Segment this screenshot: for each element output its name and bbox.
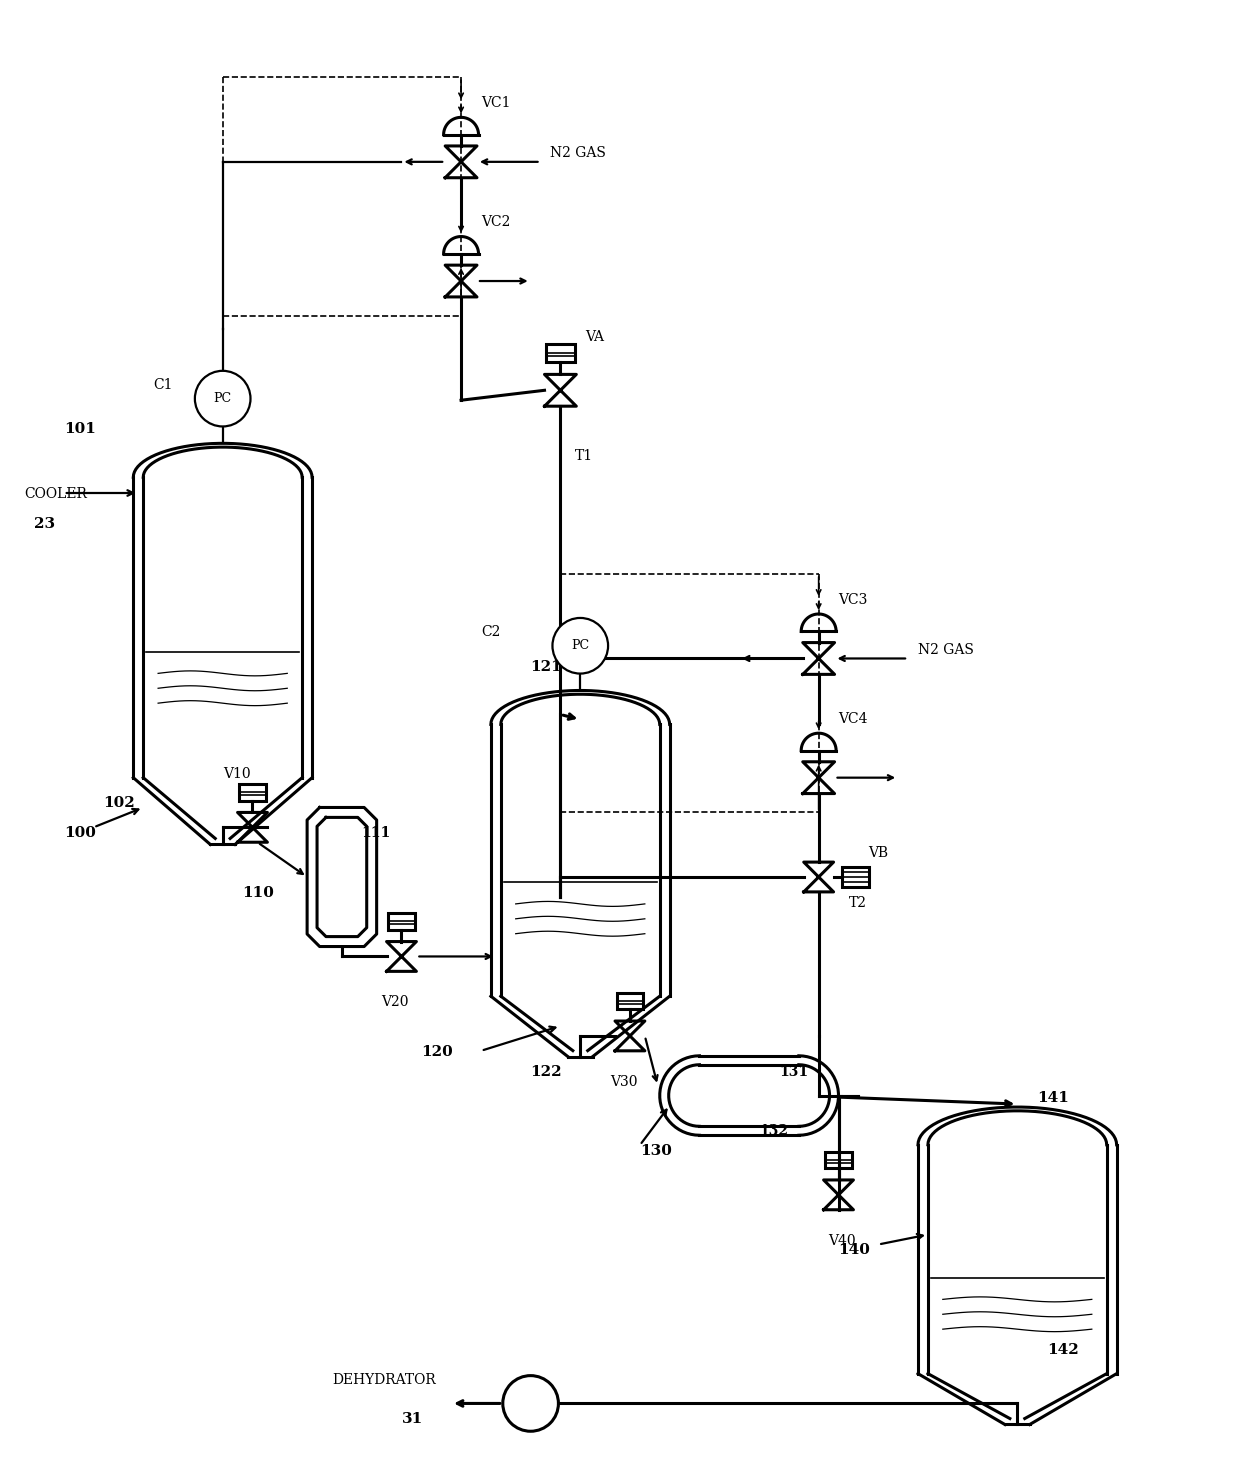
Text: 121: 121 [531, 659, 563, 674]
Text: T1: T1 [575, 449, 594, 462]
Text: V20: V20 [382, 996, 409, 1009]
Text: VC3: VC3 [838, 593, 868, 607]
Text: 122: 122 [531, 1064, 562, 1079]
Text: 110: 110 [243, 886, 274, 900]
Circle shape [553, 618, 608, 674]
Text: C2: C2 [481, 625, 500, 639]
Text: VC4: VC4 [838, 712, 868, 726]
Bar [388, 913, 415, 930]
Bar [239, 784, 265, 800]
Text: COOLER: COOLER [24, 487, 87, 502]
Text: 140: 140 [838, 1244, 870, 1257]
Circle shape [502, 1376, 558, 1432]
Text: V10: V10 [223, 767, 250, 780]
Text: 102: 102 [103, 796, 135, 811]
Bar [842, 868, 869, 886]
Text: V30: V30 [610, 1075, 637, 1089]
Bar [546, 344, 574, 362]
Text: T2: T2 [848, 895, 867, 910]
Text: PC: PC [213, 392, 232, 405]
Text: VA: VA [585, 330, 604, 344]
Circle shape [195, 370, 250, 426]
Text: PC: PC [572, 639, 589, 652]
Bar [616, 993, 644, 1009]
Text: 23: 23 [33, 516, 55, 531]
Text: VC1: VC1 [481, 96, 511, 111]
Text: 131: 131 [779, 1064, 808, 1079]
Text: 132: 132 [759, 1124, 789, 1139]
Text: DEHYDRATOR: DEHYDRATOR [332, 1372, 435, 1387]
Text: N2 GAS: N2 GAS [918, 643, 973, 656]
Text: 100: 100 [63, 827, 95, 840]
Text: V40: V40 [828, 1233, 856, 1248]
Text: VB: VB [868, 846, 888, 860]
Bar [825, 1152, 852, 1168]
Text: 101: 101 [63, 423, 95, 436]
Text: 130: 130 [640, 1145, 672, 1158]
Text: 111: 111 [362, 827, 391, 840]
Text: 142: 142 [1047, 1343, 1079, 1357]
Text: 120: 120 [422, 1045, 453, 1059]
Text: N2 GAS: N2 GAS [551, 146, 606, 160]
Text: C1: C1 [154, 378, 172, 392]
Text: 31: 31 [402, 1413, 423, 1426]
Text: VC2: VC2 [481, 216, 511, 229]
Text: 141: 141 [1037, 1091, 1069, 1105]
